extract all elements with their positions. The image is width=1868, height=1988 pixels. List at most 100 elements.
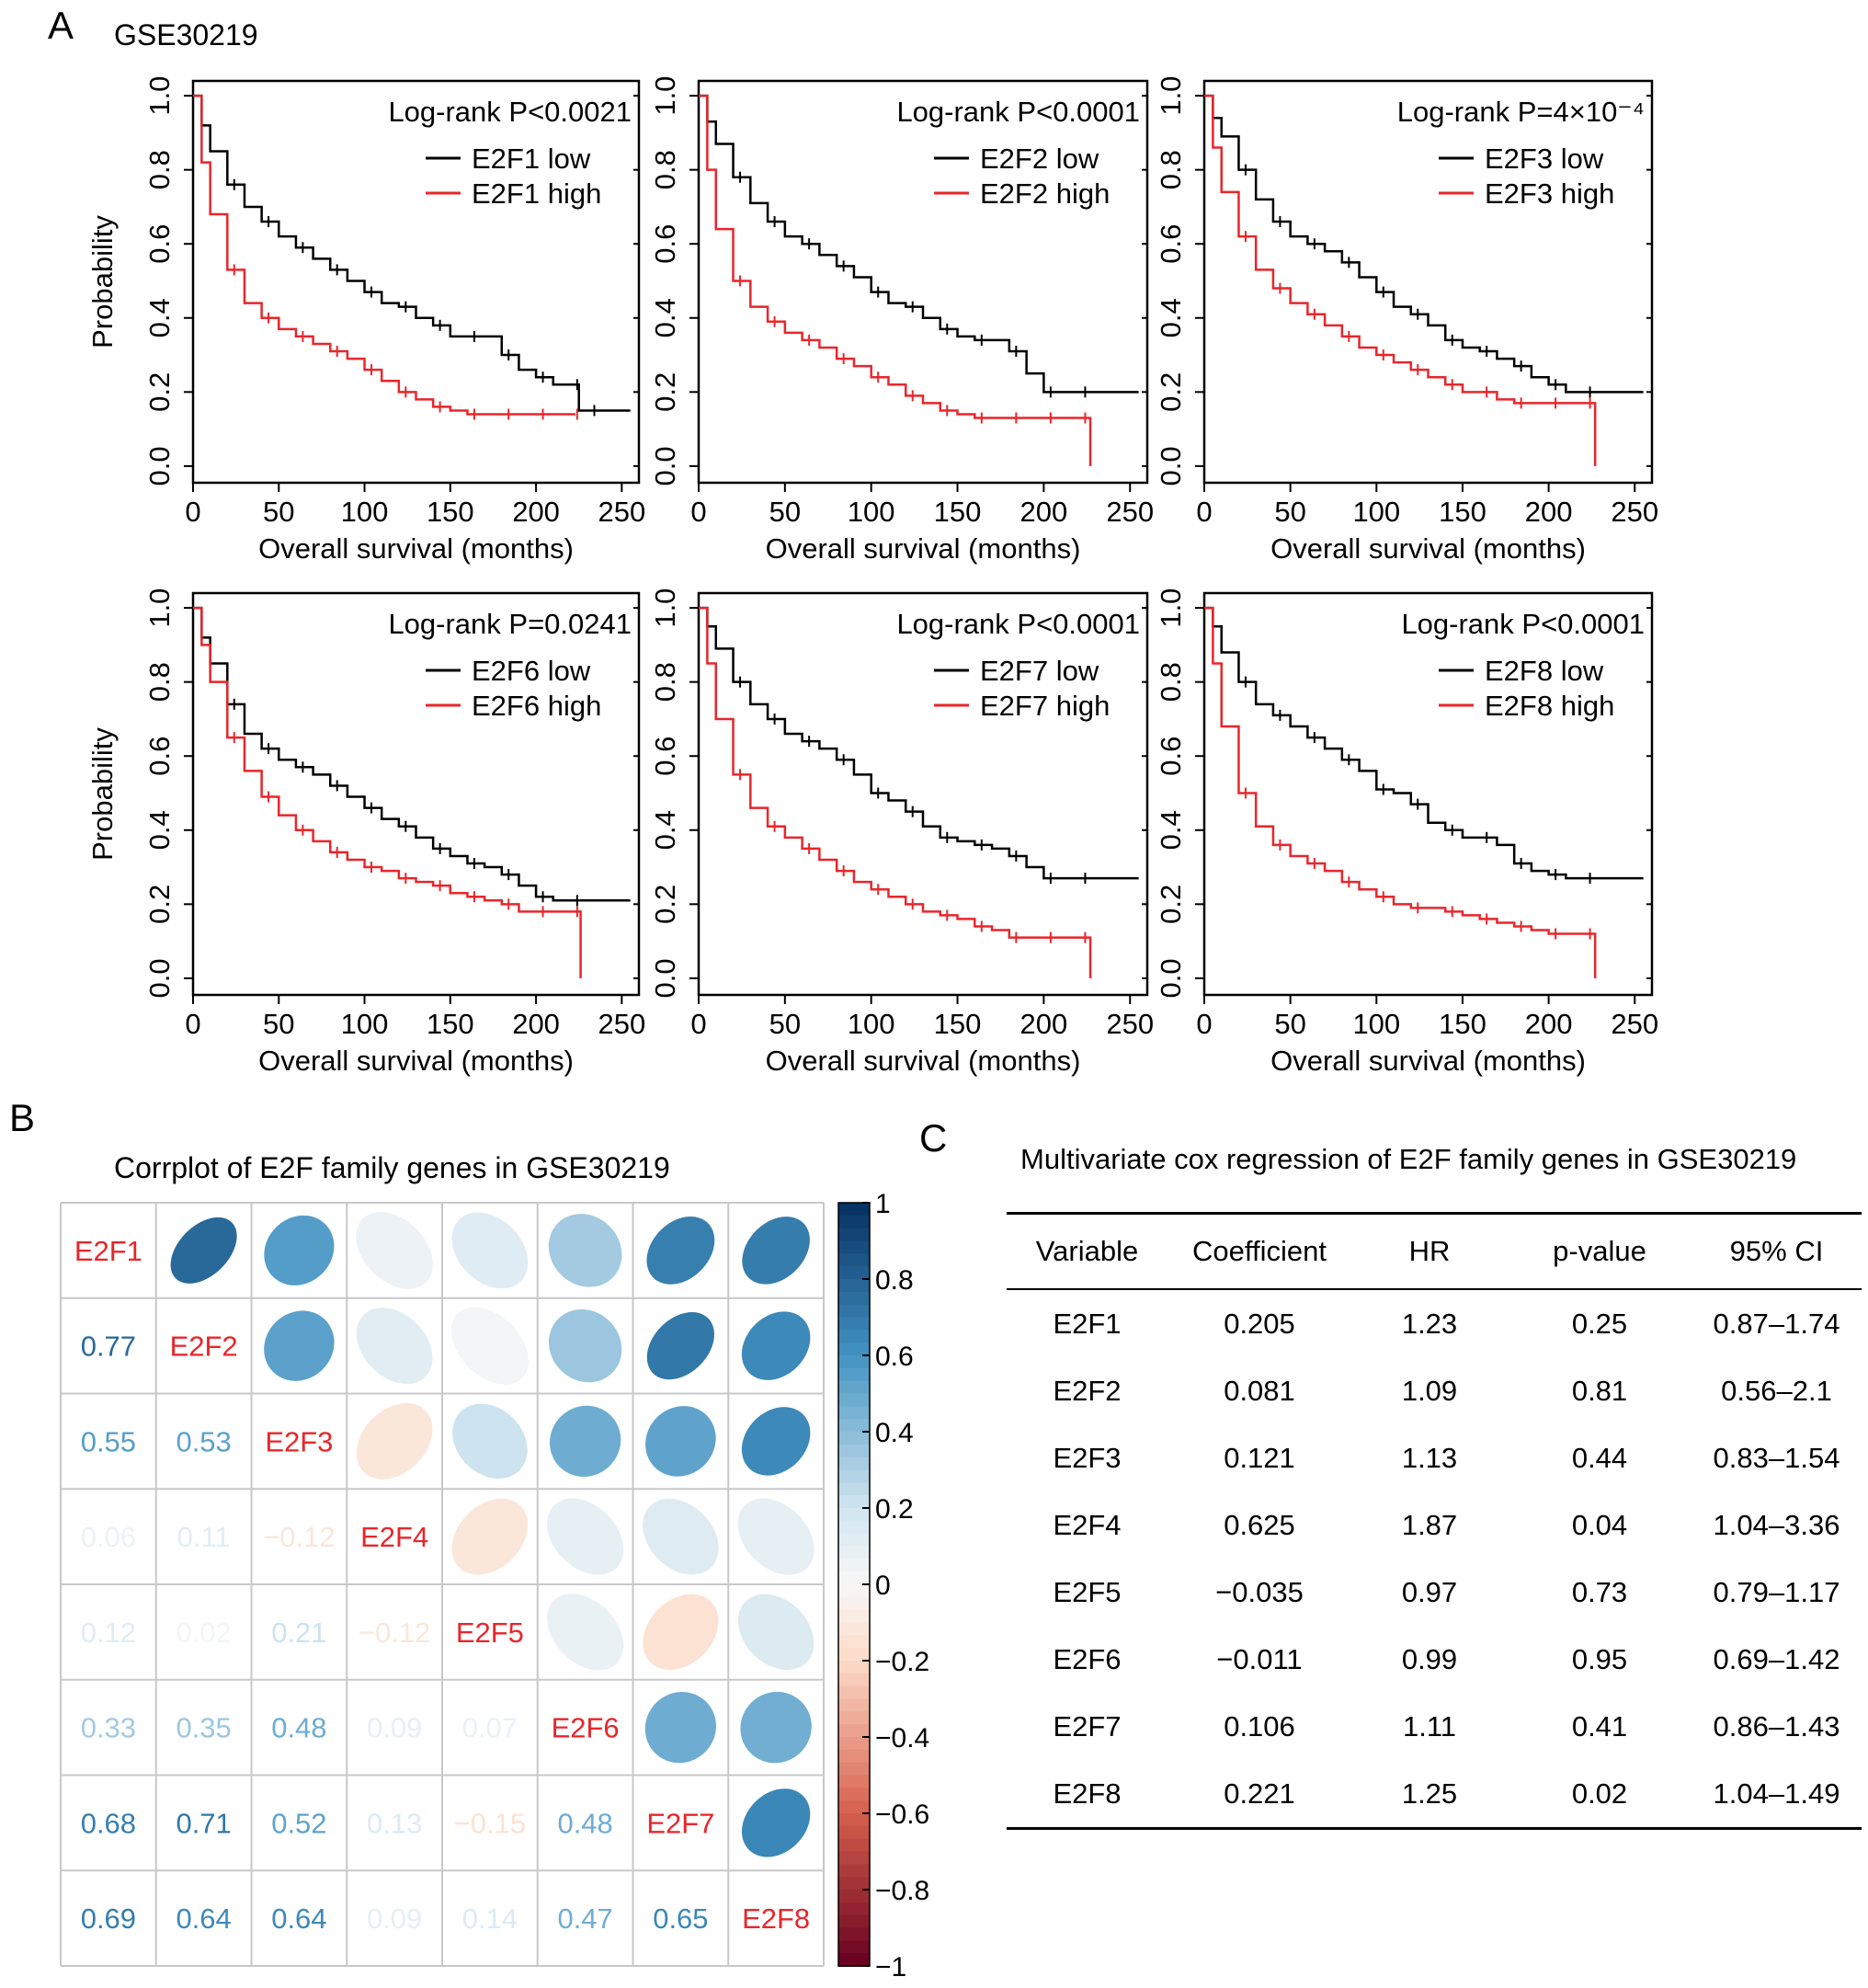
corr-ellipse [356,1308,433,1385]
colorbar-segment [838,1648,870,1662]
corr-coefficient: 0.48 [557,1807,612,1839]
colorbar-segment [838,1266,870,1280]
corr-ellipse [546,1594,624,1671]
colorbar-segment [838,1902,870,1916]
y-tick-label: 0.2 [1155,885,1187,924]
colorbar-segment [838,1661,870,1674]
cell-hr: 1.25 [1401,1777,1458,1810]
x-tick-label: 150 [427,496,474,528]
survival-curve-high [1204,94,1597,466]
y-tick-label: 1.0 [1155,76,1187,116]
y-tick-label: 0.4 [143,810,176,850]
x-tick-label: 200 [1525,496,1573,528]
cell-pvalue: 0.81 [1571,1374,1628,1407]
legend-label-low: E2F1 low [472,143,591,175]
colorbar-segment [838,1469,870,1484]
x-axis-label: Overall survival (months) [258,532,574,565]
y-tick-label: 0.0 [649,958,681,998]
x-tick-label: 200 [512,1008,560,1040]
y-tick-label: 0.8 [143,662,176,702]
log-rank-annotation: Log-rank P<0.0001 [896,96,1140,128]
km-plot-frame [1202,591,1654,997]
colorbar-tick-label: −0.4 [875,1723,929,1754]
y-axis-label: Probability [86,215,119,348]
x-tick-label: 200 [512,496,560,528]
colorbar-segment [838,1291,870,1306]
corr-ellipse [646,1216,715,1285]
x-tick-label: 100 [1352,1008,1400,1040]
colorbar-segment [838,1825,870,1840]
colorbar-segment [838,1317,870,1331]
colorbar-segment [838,1355,870,1369]
y-tick-label: 0.2 [649,885,681,924]
colorbar-segment [838,1457,870,1471]
log-rank-annotation: Log-rank P=0.0241 [388,608,632,640]
colorbar-segment [838,1788,870,1802]
colorbar-segment [838,1546,870,1560]
cell-pvalue: 0.25 [1571,1307,1628,1340]
survival-curve-low [699,94,1139,394]
legend-label-high: E2F8 high [1485,690,1614,722]
colorbar-segment [838,1495,870,1509]
survival-curve-high [193,606,582,978]
corr-ellipse [451,1498,529,1575]
survival-curve-low [699,606,1139,880]
corr-diag-label: E2F1 [74,1235,142,1267]
colorbar-segment [838,1367,870,1382]
x-tick-label: 50 [1274,496,1305,528]
legend-label-low: E2F2 low [980,143,1099,175]
cell-ci: 0.86–1.43 [1713,1709,1840,1742]
colorbar-segment [838,1279,870,1293]
y-tick-label: 0.6 [143,224,176,264]
x-axis-label: Overall survival (months) [258,1045,574,1077]
colorbar-segment [838,1253,870,1268]
cox-title: Multivariate cox regression of E2F famil… [1020,1143,1797,1175]
colorbar-segment [838,1520,870,1535]
x-tick-label: 0 [1196,1008,1212,1040]
corr-coefficient: 0.64 [176,1902,231,1935]
corr-ellipse [550,1405,621,1477]
x-tick-label: 0 [690,496,706,528]
colorbar-segment [838,1927,870,1942]
corr-coefficient: 0.21 [271,1617,326,1649]
colorbar-segment [838,1622,870,1637]
corr-ellipse [741,1407,811,1476]
cox-header-ci: 95% CI [1729,1235,1824,1267]
corr-ellipse [737,1594,814,1671]
corr-coefficient: 0.09 [367,1902,422,1935]
x-tick-label: 200 [1020,1008,1068,1040]
corr-coefficient: 0.65 [653,1902,708,1935]
corr-ellipse [741,1788,811,1857]
colorbar-segment [838,1203,870,1217]
colorbar-segment [838,1482,870,1497]
cell-pvalue: 0.41 [1571,1709,1628,1742]
table-row: E2F3 0.121 1.13 0.44 0.83–1.54 [1007,1424,1862,1491]
corr-diag-label: E2F4 [360,1521,428,1553]
colorbar-segment [838,1800,870,1814]
cell-coefficient: −0.011 [1216,1642,1303,1675]
x-tick-label: 50 [769,1008,801,1040]
corr-ellipse [356,1403,433,1480]
corr-coefficient: 0.55 [81,1425,136,1457]
cell-variable: E2F6 [1053,1642,1122,1675]
colorbar-segment [838,1724,870,1738]
corr-coefficient: 0.11 [177,1521,231,1553]
y-tick-label: 0.0 [143,958,176,998]
colorbar-segment [838,1635,870,1650]
corr-ellipse [170,1217,237,1284]
colorbar-segment [838,1240,870,1255]
colorbar-segment [838,1596,870,1611]
cell-ci: 0.79–1.17 [1713,1575,1840,1608]
colorbar-segment [838,1698,870,1713]
cell-coefficient: −0.035 [1215,1575,1304,1608]
km-plot-frame [697,591,1149,997]
colorbar-segment [838,1432,870,1445]
colorbar-segment [838,1393,870,1408]
corr-coefficient: 0.13 [367,1807,422,1839]
cell-hr: 1.87 [1401,1508,1458,1541]
y-tick-label: 0.0 [143,446,176,486]
x-tick-label: 0 [690,1008,706,1040]
cell-variable: E2F5 [1053,1575,1122,1608]
legend-label-high: E2F2 high [980,177,1110,210]
colorbar-segment [838,1380,870,1395]
